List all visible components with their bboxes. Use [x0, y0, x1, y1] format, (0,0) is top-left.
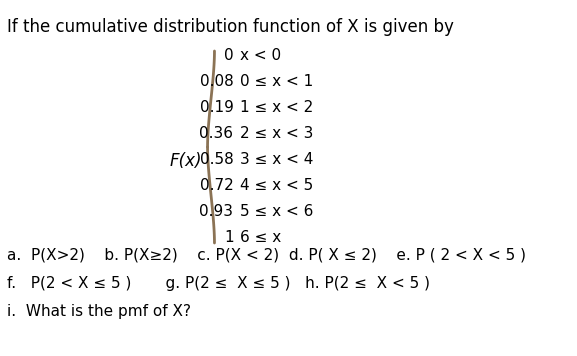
Text: 0.58: 0.58	[200, 152, 234, 168]
Text: a.  P(X>2)    b. P(X≥2)    c. P(X < 2)  d. P( X ≤ 2)    e. P ( 2 < X < 5 ): a. P(X>2) b. P(X≥2) c. P(X < 2) d. P( X …	[7, 248, 526, 263]
Text: 0.36: 0.36	[200, 126, 234, 141]
Text: f.   P(2 < X ≤ 5 )       g. P(2 ≤  X ≤ 5 )   h. P(2 ≤  X < 5 ): f. P(2 < X ≤ 5 ) g. P(2 ≤ X ≤ 5 ) h. P(2…	[7, 276, 430, 291]
Text: 1 ≤ x < 2: 1 ≤ x < 2	[241, 100, 314, 115]
Text: 6 ≤ x: 6 ≤ x	[241, 230, 282, 246]
Text: 5 ≤ x < 6: 5 ≤ x < 6	[241, 204, 314, 220]
Text: 0.93: 0.93	[200, 204, 234, 220]
Text: 0.08: 0.08	[200, 74, 234, 89]
Text: 0: 0	[224, 48, 234, 63]
Text: 3 ≤ x < 4: 3 ≤ x < 4	[241, 152, 314, 168]
Text: 0 ≤ x < 1: 0 ≤ x < 1	[241, 74, 314, 89]
Text: 0.19: 0.19	[200, 100, 234, 115]
Text: If the cumulative distribution function of X is given by: If the cumulative distribution function …	[7, 18, 454, 36]
Text: 2 ≤ x < 3: 2 ≤ x < 3	[241, 126, 314, 141]
Text: F(x): F(x)	[170, 152, 202, 170]
Text: 0.72: 0.72	[200, 178, 234, 194]
Text: 4 ≤ x < 5: 4 ≤ x < 5	[241, 178, 314, 194]
Text: x < 0: x < 0	[241, 48, 282, 63]
Text: i.  What is the pmf of X?: i. What is the pmf of X?	[7, 304, 191, 319]
Text: 1: 1	[224, 230, 234, 246]
